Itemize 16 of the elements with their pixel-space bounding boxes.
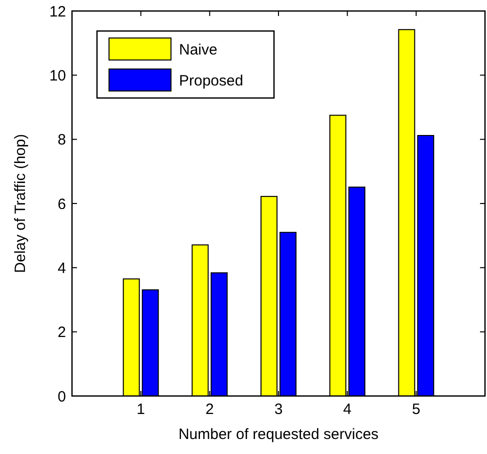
x-tick-label: 4 xyxy=(343,401,352,418)
x-tick-label: 3 xyxy=(274,401,283,418)
x-tick-label: 5 xyxy=(412,401,420,418)
y-axis-title: Delay of Traffic (hop) xyxy=(12,134,29,273)
y-tick-label: 4 xyxy=(58,260,66,277)
x-tick-label: 2 xyxy=(205,401,214,418)
y-tick-label: 12 xyxy=(49,3,66,20)
y-tick-label: 6 xyxy=(58,196,66,213)
y-tick-label: 8 xyxy=(58,132,66,149)
x-axis-title: Number of requested services xyxy=(178,426,379,443)
legend-label: Proposed xyxy=(179,72,244,90)
x-tick-label: 1 xyxy=(136,401,146,418)
y-tick-label: 0 xyxy=(58,388,66,406)
y-tick-label: 2 xyxy=(58,324,66,342)
legend-label: Naive xyxy=(179,41,218,58)
y-tick-label: 10 xyxy=(49,67,66,84)
